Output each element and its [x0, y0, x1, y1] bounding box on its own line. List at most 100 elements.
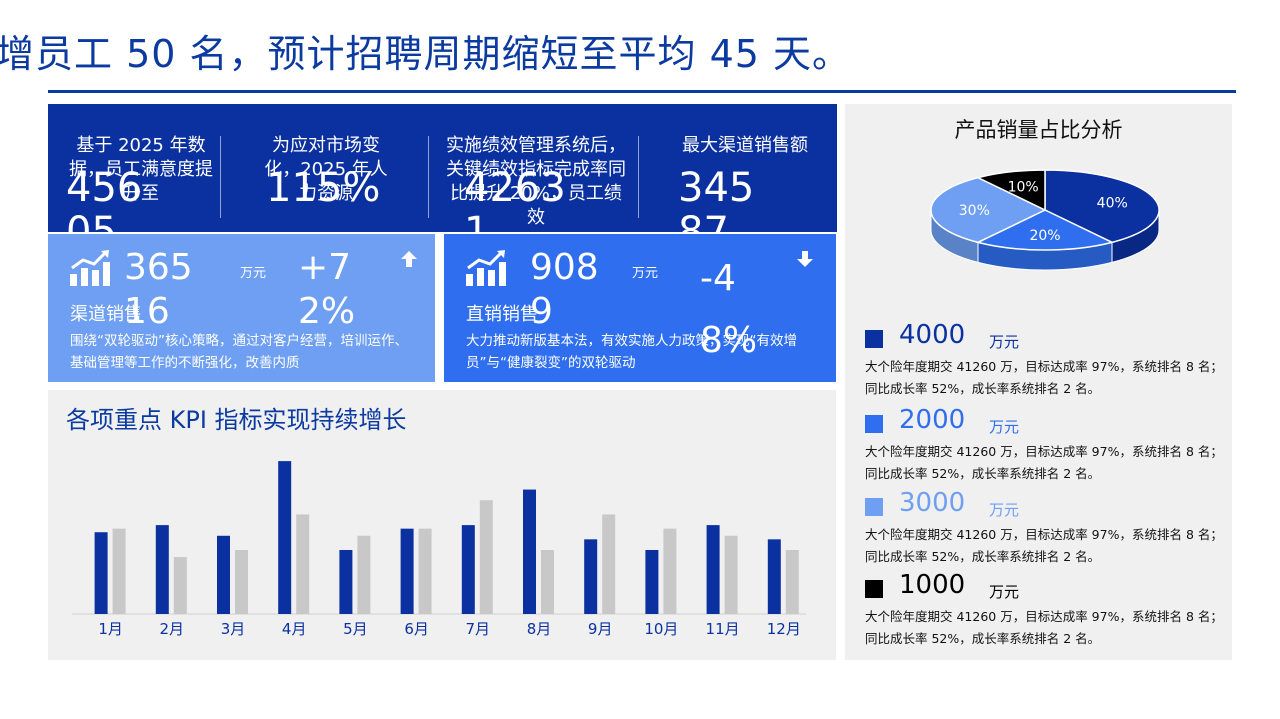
product-share-panel: 产品销量占比分析 40% 20% 30% 10% 4000 万元 大个险年度期交 41…: [845, 104, 1232, 660]
bar-primary: [278, 461, 292, 614]
x-tick-label: 5月: [343, 620, 368, 638]
headline-divider: [48, 90, 1236, 93]
bar-primary: [400, 528, 414, 614]
bar-primary: [584, 539, 598, 614]
bar-primary: [155, 525, 169, 614]
x-tick-label: 1月: [98, 620, 123, 638]
channel-sales-card: 36516 万元 +72% 渠道销售 围绕“双轮驱动”核心策略，通过对客户经营，…: [48, 234, 435, 382]
stat-label: 基于 2025 年数据，员工满意度提升至: [69, 135, 213, 204]
divider: [638, 136, 639, 218]
kpi-chart-panel: 各项重点 KPI 指标实现持续增长 1月 2月 3月 4月 5月 6月 7月 8月 9月 10月 1…: [48, 390, 836, 660]
legend-swatch: [865, 415, 883, 433]
stat-item: 实施绩效管理系统后，关键绩效指标完成率同比提升 20%，员工绩效 42631: [446, 104, 626, 232]
bar-secondary: [418, 528, 432, 614]
kpi-bar-chart: 1月 2月 3月 4月 5月 6月 7月 8月 9月 10月 11月 12月: [72, 461, 806, 638]
stat-item: 最大渠道销售额 34587: [660, 104, 830, 232]
arrow-down-icon: [797, 251, 813, 267]
bar-secondary: [602, 514, 616, 614]
bar-secondary: [173, 557, 187, 614]
x-tick-label: 9月: [588, 620, 613, 638]
stat-value: 34587: [678, 165, 755, 232]
legend-value: 2000: [899, 405, 966, 435]
pie-slice: [975, 169, 1046, 212]
legend-value: 1000: [899, 570, 966, 600]
bar-primary: [767, 539, 781, 614]
headline: 增员工 50 名，预计招聘周期缩短至平均 45 天。: [0, 32, 852, 76]
pie-slice: [930, 176, 1047, 244]
card-name: 直销销售: [466, 304, 538, 325]
divider: [220, 136, 221, 218]
legend-swatch: [865, 580, 883, 598]
legend-value: 3000: [899, 488, 966, 518]
stats-band: 基于 2025 年数据，员工满意度提升至 45605 为应对市场变化，2025 …: [48, 104, 837, 232]
legend-description: 大个险年度期交 41260 万，目标达成率 97%，系统排名 8 名；同比成长率…: [865, 359, 1223, 396]
x-tick-label: 10月: [644, 620, 678, 638]
legend-unit: 万元: [989, 333, 1020, 351]
card-change: +72%: [298, 247, 356, 332]
pie-slice-label: 10%: [1008, 179, 1039, 195]
x-tick-label: 6月: [404, 620, 429, 638]
bar-secondary: [235, 550, 248, 614]
growth-chart-icon: [70, 250, 110, 286]
legend-description: 大个险年度期交 41260 万，目标达成率 97%，系统排名 8 名；同比成长率…: [865, 609, 1223, 646]
card-value: 9089: [530, 247, 599, 332]
pie-slice-label: 30%: [959, 203, 990, 219]
card-unit: 万元: [632, 266, 659, 281]
pie-slice: [975, 209, 1115, 251]
x-tick-label: 12月: [767, 620, 801, 638]
bar-secondary: [357, 535, 371, 614]
bar-secondary: [479, 500, 493, 614]
legend-swatch: [865, 330, 883, 348]
bar-secondary: [724, 535, 738, 614]
stat-label: 最大渠道销售额: [682, 135, 808, 156]
stat-value: 42631: [464, 165, 566, 232]
divider: [428, 136, 429, 218]
x-tick-label: 2月: [160, 620, 185, 638]
bar-primary: [339, 550, 353, 614]
stat-item: 基于 2025 年数据，员工满意度提升至 45605: [66, 104, 216, 232]
bar-secondary: [785, 550, 799, 614]
pie-slice-label: 40%: [1097, 195, 1128, 211]
legend-unit: 万元: [989, 501, 1020, 519]
stat-value: 115%: [266, 165, 381, 211]
card-description: 围绕“双轮驱动”核心策略，通过对客户经营，培训运作、基础管理等工作的不断强化，改…: [70, 333, 408, 371]
card-name: 渠道销售: [70, 304, 142, 325]
bar-primary: [94, 532, 108, 614]
x-tick-label: 3月: [221, 620, 246, 638]
bar-primary: [645, 550, 659, 614]
legend-value: 4000: [899, 320, 966, 350]
pie-slice-label: 20%: [1029, 228, 1060, 244]
x-tick-label: 11月: [706, 620, 740, 638]
pie-slice: [1044, 169, 1160, 244]
stat-label: 实施绩效管理系统后，关键绩效指标完成率同比提升 20%，员工绩效: [446, 135, 626, 228]
card-description: 大力推动新版基本法，有效实施人力政策，实现“有效增员”与“健康裂变”的双轮驱动: [466, 333, 797, 371]
direct-sales-card: 9089 万元 -48% 直销销售 大力推动新版基本法，有效实施人力政策，实现“…: [444, 234, 836, 382]
bar-secondary: [296, 514, 310, 614]
bar-secondary: [112, 528, 126, 614]
legend-swatch: [865, 498, 883, 516]
bar-primary: [523, 489, 536, 614]
card-value: 36516: [124, 247, 193, 332]
pie-chart-title: 产品销量占比分析: [954, 118, 1123, 142]
x-tick-label: 7月: [466, 620, 491, 638]
arrow-up-icon: [401, 251, 417, 267]
kpi-chart-title: 各项重点 KPI 指标实现持续增长: [66, 406, 407, 434]
bar-primary: [217, 535, 230, 614]
stat-label: 为应对市场变化，2025 年人力资源: [264, 135, 388, 204]
legend-description: 大个险年度期交 41260 万，目标达成率 97%，系统排名 8 名；同比成长率…: [865, 444, 1223, 481]
bar-primary: [461, 525, 475, 614]
card-change: -48%: [700, 258, 758, 361]
legend-description: 大个险年度期交 41260 万，目标达成率 97%，系统排名 8 名；同比成长率…: [865, 527, 1223, 564]
stat-value: 45605: [66, 165, 143, 232]
growth-chart-icon: [466, 250, 506, 286]
x-tick-label: 8月: [527, 620, 552, 638]
x-tick-label: 4月: [282, 620, 307, 638]
legend-unit: 万元: [989, 418, 1020, 436]
card-unit: 万元: [240, 266, 267, 281]
bar-secondary: [663, 528, 677, 614]
product-share-pie-chart: 40% 20% 30% 10%: [930, 169, 1160, 271]
bar-secondary: [541, 550, 554, 614]
legend-unit: 万元: [989, 583, 1020, 601]
stat-item: 为应对市场变化，2025 年人力资源 115%: [256, 104, 396, 232]
bar-primary: [706, 525, 720, 614]
